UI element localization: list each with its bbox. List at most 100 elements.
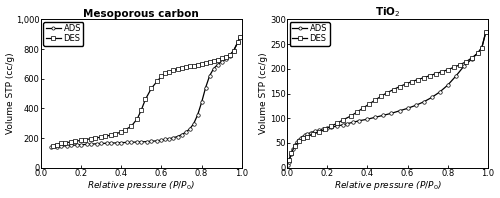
ADS — [170, 136, 176, 139]
ADS — [174, 135, 180, 138]
DES — [142, 98, 148, 101]
ADS — [364, 118, 370, 120]
ADS — [234, 41, 240, 44]
ADS — [236, 36, 242, 38]
ADS — [158, 139, 164, 141]
DES — [186, 65, 192, 68]
ADS — [298, 137, 304, 139]
X-axis label: Relative pressure ($P/P_0$): Relative pressure ($P/P_0$) — [88, 179, 196, 192]
ADS — [296, 139, 302, 141]
Line: ADS: ADS — [50, 35, 242, 149]
ADS — [84, 143, 90, 146]
DES — [58, 142, 64, 145]
ADS — [356, 120, 362, 122]
DES — [166, 70, 172, 73]
DES — [322, 128, 328, 130]
DES — [102, 135, 108, 137]
DES — [158, 75, 164, 78]
DES — [479, 46, 485, 49]
ADS — [372, 116, 378, 118]
DES — [469, 57, 475, 59]
DES — [178, 67, 184, 69]
DES — [226, 54, 232, 56]
Line: DES: DES — [288, 30, 488, 162]
DES — [230, 49, 236, 52]
Legend: ADS, DES: ADS, DES — [290, 22, 330, 46]
DES — [463, 61, 469, 63]
DES — [286, 159, 292, 161]
ADS — [300, 135, 306, 138]
ADS — [78, 144, 84, 146]
ADS — [104, 142, 110, 144]
DES — [88, 138, 94, 140]
DES — [108, 134, 114, 136]
ADS — [114, 142, 120, 144]
ADS — [194, 114, 200, 116]
ADS — [308, 131, 314, 134]
ADS — [108, 142, 114, 144]
Y-axis label: Volume STP (cc/g): Volume STP (cc/g) — [260, 53, 268, 134]
DES — [354, 111, 360, 113]
ADS — [436, 91, 442, 93]
ADS — [453, 75, 459, 77]
ADS — [48, 146, 54, 148]
DES — [316, 130, 322, 133]
DES — [218, 57, 224, 59]
ADS — [324, 127, 330, 129]
DES — [304, 135, 310, 138]
ADS — [412, 104, 418, 107]
DES — [296, 140, 302, 143]
ADS — [420, 101, 426, 103]
DES — [210, 60, 216, 62]
DES — [50, 145, 56, 147]
X-axis label: Relative pressure ($P/P_0$): Relative pressure ($P/P_0$) — [334, 179, 442, 192]
ADS — [316, 129, 322, 131]
DES — [300, 137, 306, 140]
ADS — [334, 125, 340, 127]
ADS — [302, 134, 308, 136]
ADS — [218, 60, 224, 63]
DES — [310, 133, 316, 135]
DES — [334, 122, 340, 124]
DES — [483, 30, 489, 33]
ADS — [202, 86, 208, 89]
ADS — [304, 133, 310, 135]
ADS — [74, 144, 80, 146]
ADS — [64, 145, 70, 147]
DES — [162, 72, 168, 75]
ADS — [222, 58, 228, 61]
DES — [432, 72, 438, 75]
Title: Mesoporous carbon: Mesoporous carbon — [84, 9, 199, 19]
DES — [457, 64, 463, 66]
DES — [414, 78, 420, 81]
DES — [438, 70, 444, 73]
DES — [372, 99, 378, 101]
DES — [426, 74, 432, 77]
DES — [170, 69, 176, 71]
DES — [408, 80, 414, 83]
ADS — [178, 134, 184, 136]
DES — [402, 83, 408, 85]
Legend: ADS, DES: ADS, DES — [44, 22, 84, 46]
DES — [384, 91, 390, 94]
ADS — [134, 141, 140, 143]
DES — [396, 85, 402, 88]
ADS — [148, 140, 154, 142]
DES — [78, 139, 84, 142]
ADS — [124, 141, 130, 144]
DES — [190, 64, 196, 67]
ADS — [182, 131, 188, 134]
ADS — [380, 114, 386, 116]
DES — [475, 52, 481, 54]
ADS — [198, 101, 204, 104]
Title: TiO$_2$: TiO$_2$ — [375, 6, 400, 19]
DES — [82, 138, 88, 141]
ADS — [285, 164, 291, 166]
DES — [348, 115, 354, 117]
ADS — [328, 126, 334, 128]
ADS — [58, 145, 64, 147]
ADS — [461, 65, 467, 68]
DES — [328, 125, 334, 127]
DES — [390, 88, 396, 91]
ADS — [210, 67, 216, 70]
